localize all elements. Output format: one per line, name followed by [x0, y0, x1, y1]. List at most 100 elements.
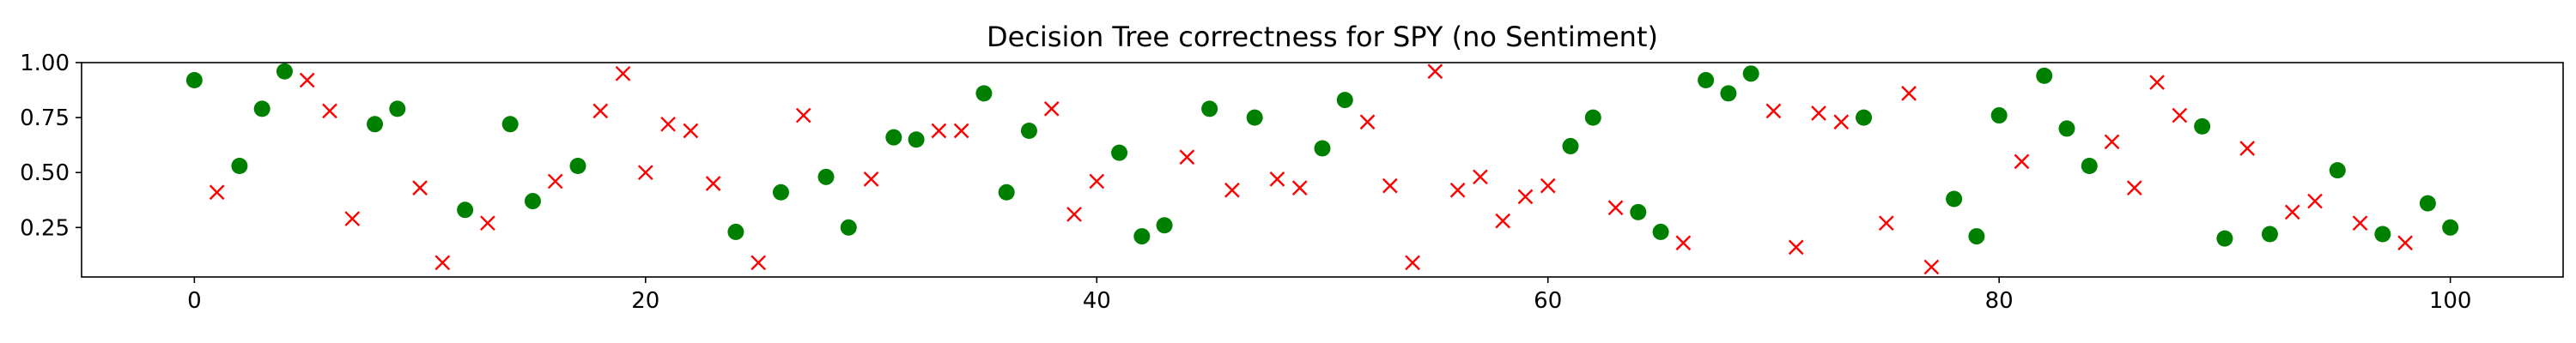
data-point-incorrect	[1089, 173, 1105, 190]
data-point-correct	[840, 219, 857, 236]
data-point-correct	[1246, 109, 1263, 126]
data-point-incorrect	[1382, 178, 1398, 194]
y-tick-label: 0.25	[20, 215, 70, 241]
data-point-correct	[1156, 217, 1173, 234]
data-point-correct	[1584, 109, 1601, 126]
data-point-incorrect	[1043, 100, 1060, 117]
data-point-incorrect	[1811, 105, 1826, 121]
data-point-correct	[1990, 107, 2008, 124]
data-point-correct	[1698, 72, 1715, 89]
chart-title: Decision Tree correctness for SPY (no Se…	[987, 21, 1658, 53]
data-point-incorrect	[2149, 75, 2165, 90]
data-point-incorrect	[953, 123, 969, 139]
data-point-correct	[1020, 122, 1037, 139]
y-tick-label: 1.00	[20, 51, 70, 76]
data-point-incorrect	[2284, 204, 2300, 220]
x-tick-label: 100	[2429, 288, 2472, 314]
data-point-incorrect	[1540, 178, 1556, 194]
data-point-incorrect	[1359, 114, 1376, 130]
data-point-correct	[885, 129, 902, 146]
data-point-incorrect	[683, 123, 699, 139]
data-point-incorrect	[637, 165, 653, 181]
data-point-correct	[185, 72, 203, 89]
data-point-incorrect	[1449, 182, 1466, 198]
data-point-incorrect	[2352, 215, 2368, 232]
data-point-incorrect	[2307, 193, 2323, 209]
data-point-incorrect	[480, 215, 495, 232]
data-point-correct	[817, 168, 835, 185]
data-point-incorrect	[2014, 153, 2030, 170]
data-point-correct	[1314, 140, 1331, 157]
data-point-correct	[1856, 109, 1873, 126]
data-point-correct	[457, 202, 474, 219]
data-point-correct	[2419, 195, 2436, 212]
plot-area-frame	[81, 62, 2564, 278]
data-point-correct	[569, 158, 586, 175]
data-point-correct	[367, 116, 384, 133]
data-point-incorrect	[1765, 103, 1782, 119]
data-point-incorrect	[863, 172, 879, 187]
data-point-correct	[1111, 144, 1128, 161]
data-point-correct	[2081, 158, 2098, 175]
data-point-incorrect	[1833, 114, 1850, 130]
data-point-correct	[276, 63, 293, 80]
data-point-correct	[2329, 162, 2346, 179]
data-point-incorrect	[1495, 213, 1511, 229]
data-point-incorrect	[2239, 141, 2256, 156]
data-point-correct	[389, 100, 406, 117]
data-point-correct	[2036, 67, 2053, 84]
data-point-incorrect	[434, 255, 451, 271]
data-point-incorrect	[1179, 149, 1195, 165]
data-point-correct	[727, 223, 744, 240]
data-point-incorrect	[2104, 134, 2120, 150]
data-point-incorrect	[547, 173, 563, 190]
data-point-incorrect	[1788, 239, 1804, 256]
x-tick-label: 40	[1083, 288, 1111, 314]
data-point-incorrect	[615, 65, 631, 81]
y-tick-label: 0.75	[20, 105, 70, 131]
data-point-incorrect	[2172, 107, 2188, 123]
data-point-correct	[2058, 120, 2075, 137]
data-point-incorrect	[2397, 235, 2413, 251]
data-point-correct	[1720, 85, 1737, 102]
data-point-incorrect	[209, 184, 225, 201]
data-point-correct	[524, 193, 541, 210]
data-point-incorrect	[1901, 86, 1917, 101]
y-tick-label: 0.50	[20, 160, 70, 186]
data-point-correct	[975, 85, 993, 102]
data-point-correct	[1133, 228, 1151, 245]
data-point-incorrect	[592, 103, 609, 119]
x-tick-label: 0	[187, 288, 202, 314]
data-point-incorrect	[412, 180, 428, 196]
data-point-incorrect	[750, 255, 767, 271]
data-point-incorrect	[660, 116, 676, 132]
data-point-incorrect	[344, 211, 361, 226]
data-point-correct	[2194, 117, 2211, 135]
data-point-correct	[1630, 203, 1647, 220]
x-axis-ticks: 0 20 40 60 80 100	[187, 277, 2471, 314]
data-point-correct	[1336, 92, 1353, 109]
data-point-incorrect	[2126, 180, 2142, 196]
data-point-incorrect	[1517, 189, 1534, 205]
data-point-incorrect	[1675, 235, 1692, 251]
data-point-incorrect	[705, 176, 721, 191]
data-point-correct	[1652, 223, 1669, 240]
data-point-correct	[253, 100, 270, 117]
x-tick-label: 20	[631, 288, 659, 314]
data-point-correct	[231, 158, 248, 175]
data-point-incorrect	[1473, 169, 1488, 185]
data-point-correct	[501, 116, 519, 133]
data-point-incorrect	[1427, 63, 1443, 80]
data-points	[185, 63, 2459, 275]
data-point-correct	[1742, 65, 1759, 82]
data-point-correct	[2216, 230, 2233, 247]
data-point-correct	[2442, 219, 2459, 236]
data-point-incorrect	[1923, 259, 1940, 275]
data-point-correct	[1968, 228, 1985, 245]
y-axis-ticks: 0.25 0.50 0.75 1.00	[20, 51, 82, 241]
data-point-correct	[2374, 226, 2391, 243]
data-point-incorrect	[1269, 172, 1285, 187]
data-point-correct	[1946, 190, 1963, 208]
data-point-correct	[2261, 226, 2278, 243]
